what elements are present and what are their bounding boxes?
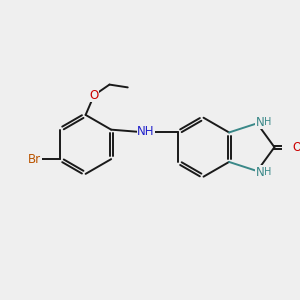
Text: O: O <box>89 89 99 102</box>
Text: Br: Br <box>28 153 41 166</box>
Text: N: N <box>256 166 264 179</box>
Text: H: H <box>264 167 271 177</box>
Text: N: N <box>256 116 264 129</box>
Text: H: H <box>264 117 271 127</box>
Text: O: O <box>293 141 300 154</box>
Text: NH: NH <box>137 125 155 138</box>
